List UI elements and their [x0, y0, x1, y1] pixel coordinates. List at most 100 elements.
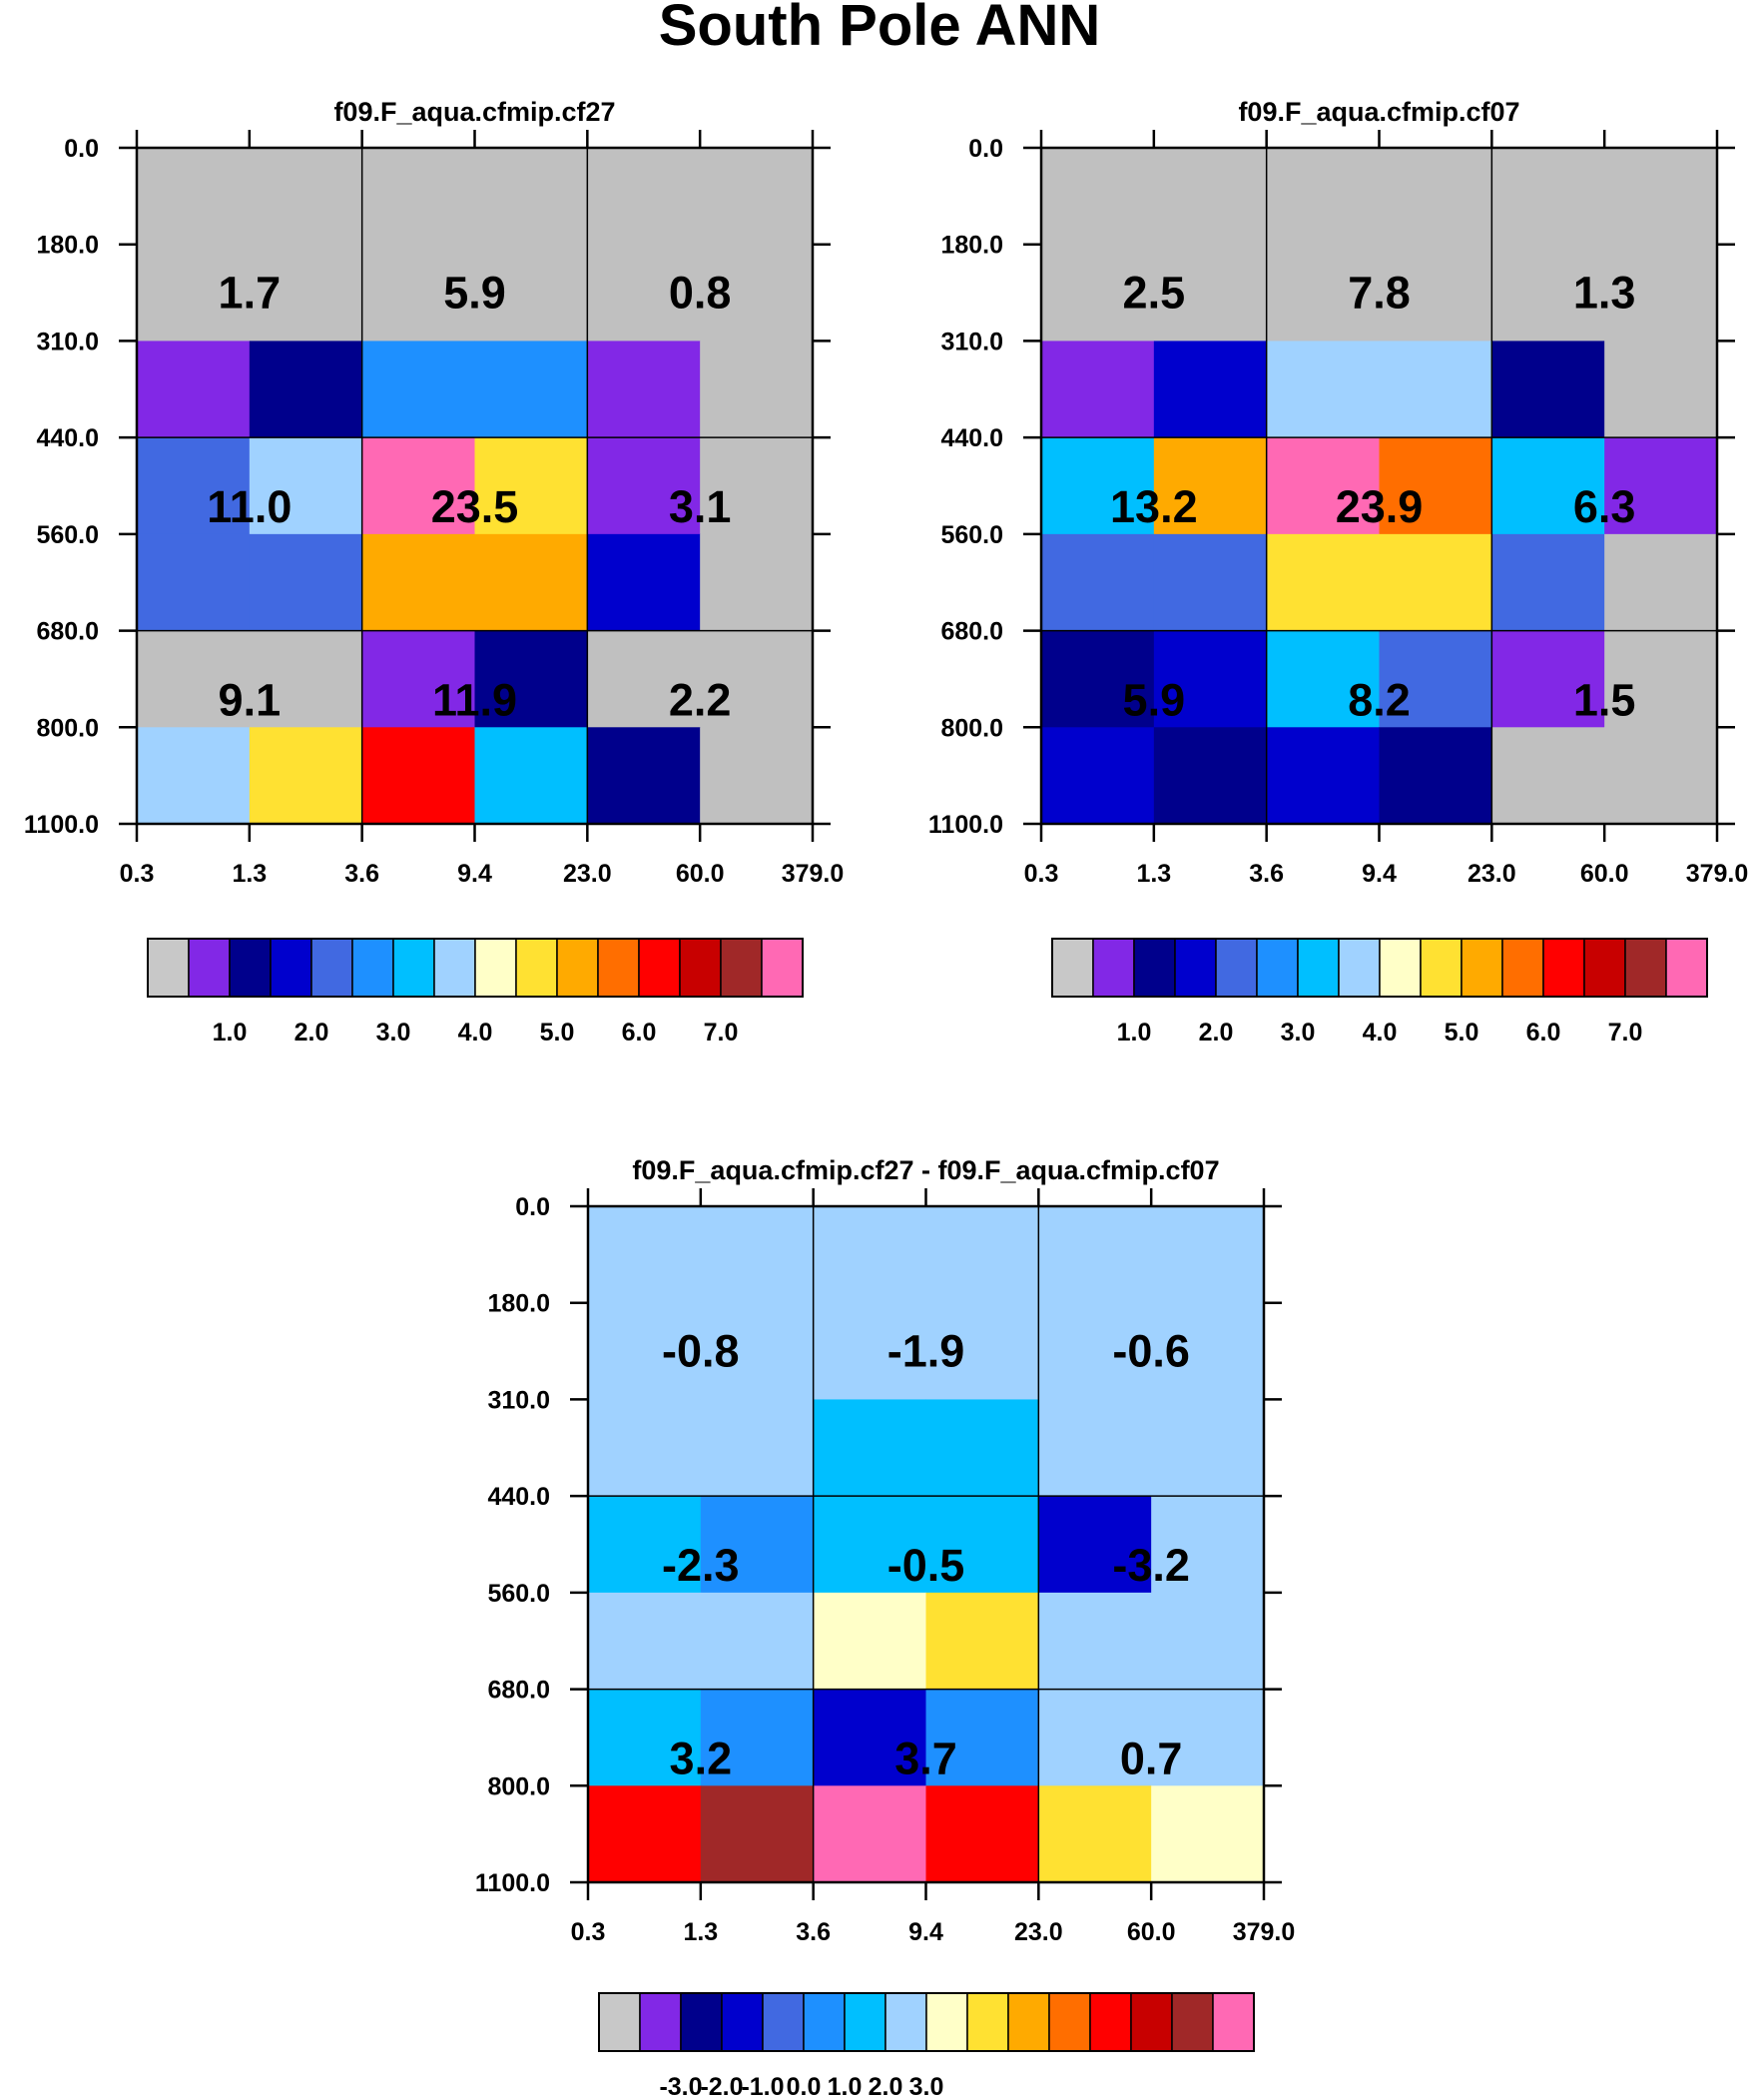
- x-tick-label: 23.0: [563, 860, 612, 888]
- heatmap-cell: [1491, 341, 1605, 438]
- heatmap-cell: [361, 341, 475, 438]
- cell-value-label: 11.9: [432, 674, 517, 725]
- cell-value-label: -0.8: [662, 1325, 740, 1376]
- heatmap-cell: [587, 533, 701, 632]
- colorbar-tick-label: 2.0: [294, 1019, 329, 1047]
- y-tick-label: 560.0: [940, 521, 1003, 549]
- heatmap-cell: [137, 437, 251, 535]
- heatmap-cell: [474, 244, 588, 342]
- cell-value-label: 0.8: [669, 267, 732, 318]
- cell-value-label: 13.2: [1110, 481, 1198, 532]
- y-tick-label: 560.0: [487, 1580, 550, 1608]
- heatmap-cell: [1153, 630, 1268, 728]
- x-tick-label: 3.6: [1249, 860, 1284, 888]
- heatmap-cell: [925, 1785, 1039, 1883]
- colorbar-swatch: [762, 1992, 805, 2052]
- heatmap-cell: [1604, 341, 1718, 438]
- colorbar-swatch: [884, 1992, 927, 2052]
- heatmap-cell: [588, 1302, 702, 1400]
- colorbar-swatch: [1215, 938, 1258, 998]
- heatmap-cell: [925, 1496, 1039, 1594]
- colorbar-tick-label: 7.0: [704, 1019, 739, 1047]
- colorbar-swatch: [966, 1992, 1009, 2052]
- heatmap-cell: [700, 341, 814, 438]
- heatmap-cell: [813, 1785, 926, 1883]
- heatmap-cell: [1038, 1399, 1152, 1497]
- x-tick-label: 60.0: [1580, 860, 1629, 888]
- colorbar-tick-label: 0.0: [787, 2073, 822, 2100]
- cell-value-label: 3.2: [670, 1733, 733, 1783]
- heatmap-cell: [1491, 244, 1605, 342]
- colorbar-swatch: [147, 938, 190, 998]
- y-tick-label: 800.0: [487, 1772, 550, 1800]
- heatmap-cell: [1038, 1689, 1152, 1786]
- colorbar-tick-label: 3.0: [1281, 1019, 1316, 1047]
- colorbar-tick-label: 1.0: [1117, 1019, 1152, 1047]
- heatmap-cell: [361, 533, 475, 632]
- heatmap-cell: [1379, 630, 1492, 728]
- colorbar-swatch: [1338, 938, 1381, 998]
- heatmap-cell: [1604, 244, 1718, 342]
- heatmap-cell: [700, 1689, 815, 1786]
- cell-value-label: -0.6: [1112, 1325, 1190, 1376]
- heatmap-cell: [474, 727, 588, 825]
- colorbar-swatch: [598, 1992, 641, 2052]
- colorbar-tick-label: 2.0: [869, 2073, 903, 2100]
- x-tick-label: 3.6: [796, 1918, 831, 1946]
- x-tick-label: 379.0: [782, 860, 845, 888]
- heatmap-cell: [1266, 533, 1380, 632]
- x-tick-label: 23.0: [1467, 860, 1516, 888]
- x-tick-label: 1.3: [683, 1918, 718, 1946]
- heatmap-cell: [1153, 244, 1268, 342]
- heatmap-cell: [588, 1206, 702, 1304]
- cell-value-label: 1.7: [219, 267, 282, 318]
- y-tick-label: 0.0: [64, 135, 99, 163]
- y-tick-label: 440.0: [487, 1483, 550, 1511]
- heatmap-cell: [1491, 437, 1605, 535]
- y-tick-label: 440.0: [36, 424, 99, 452]
- colorbar-tick-label: 5.0: [1445, 1019, 1479, 1047]
- y-tick-label: 180.0: [36, 232, 99, 260]
- heatmap-cell: [1379, 533, 1492, 632]
- heatmap-cell: [925, 1206, 1039, 1304]
- heatmap-cell: [587, 244, 701, 342]
- heatmap-cell: [474, 437, 588, 535]
- heatmap-cell: [137, 148, 251, 246]
- heatmap-cell: [361, 244, 475, 342]
- heatmap-cell: [1604, 533, 1718, 632]
- heatmap-cell: [1151, 1496, 1265, 1594]
- heatmap-cell: [1038, 1302, 1152, 1400]
- y-tick-label: 310.0: [36, 328, 99, 355]
- colorbar-tick-label: 3.0: [376, 1019, 411, 1047]
- colorbar-swatch: [188, 938, 231, 998]
- heatmap-cell: [249, 533, 363, 632]
- cell-value-label: 5.9: [1123, 674, 1186, 725]
- heatmap-cell: [249, 437, 363, 535]
- heatmap-cell: [700, 727, 814, 825]
- x-tick-label: 9.4: [908, 1918, 943, 1946]
- heatmap-cell: [700, 533, 814, 632]
- heatmap-cell: [813, 1689, 926, 1786]
- heatmap-cell: [1041, 341, 1155, 438]
- x-tick-label: 9.4: [457, 860, 492, 888]
- y-tick-label: 0.0: [515, 1193, 550, 1221]
- heatmap-cell: [1153, 341, 1268, 438]
- heatmap-cell: [1266, 630, 1380, 728]
- cell-value-label: 1.5: [1573, 674, 1636, 725]
- colorbar-frame: [147, 938, 804, 998]
- colorbar-tick-label: 6.0: [1526, 1019, 1561, 1047]
- colorbar-swatch: [1089, 1992, 1132, 2052]
- y-tick-label: 1100.0: [928, 811, 1003, 839]
- y-tick-label: 680.0: [940, 618, 1003, 646]
- y-tick-label: 800.0: [940, 714, 1003, 742]
- colorbar-swatch: [679, 938, 722, 998]
- colorbar-swatch: [639, 1992, 682, 2052]
- heatmap-cell: [700, 630, 814, 728]
- colorbar-swatch: [803, 1992, 846, 2052]
- x-tick-label: 3.6: [344, 860, 379, 888]
- colorbar-swatch: [515, 938, 558, 998]
- colorbar-swatch: [1051, 938, 1094, 998]
- heatmap-cell: [700, 1785, 815, 1883]
- colorbar-swatch: [1133, 938, 1176, 998]
- heatmap-cell: [700, 244, 814, 342]
